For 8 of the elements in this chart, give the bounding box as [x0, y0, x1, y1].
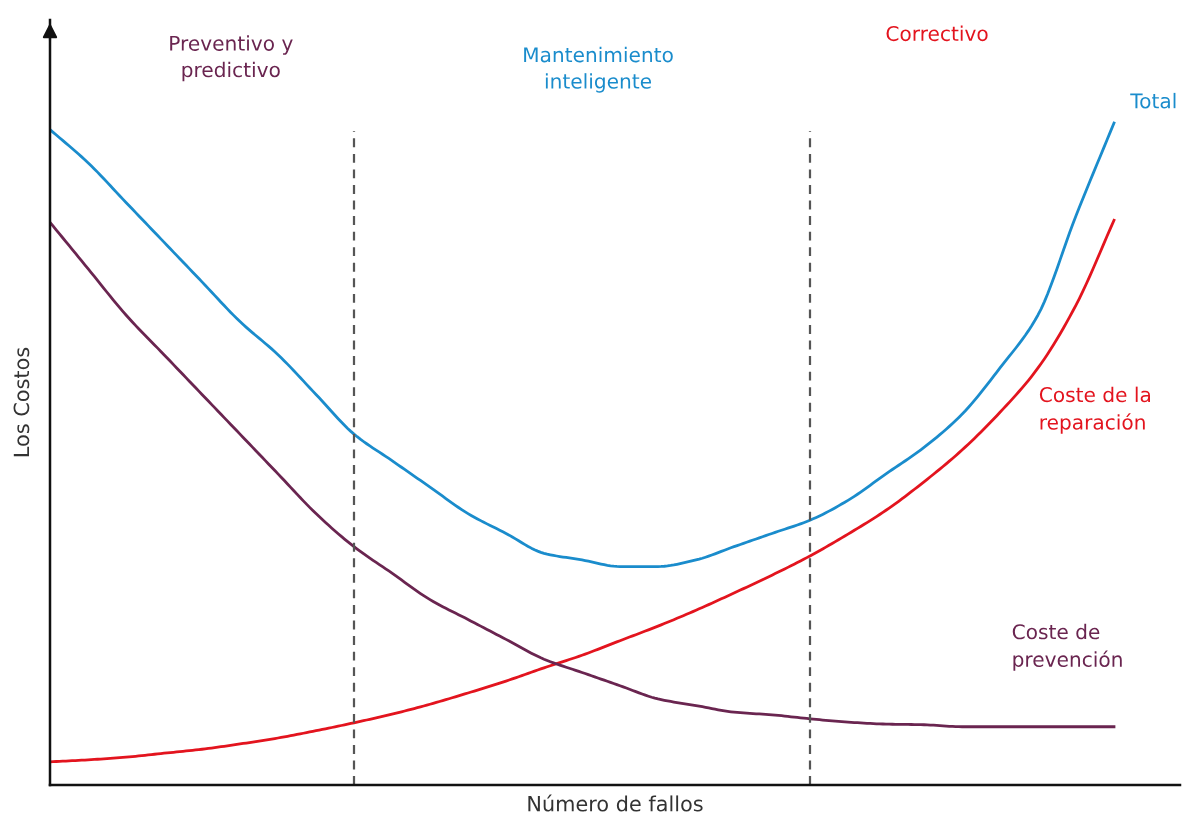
text: Mantenimiento inteligente	[524, 46, 673, 93]
text: Preventivo y predictivo	[170, 35, 293, 82]
series-label: Total	[1130, 92, 1176, 109]
y-axis-title: Los Costos	[13, 347, 30, 457]
series-label: Coste de la reparación	[1039, 386, 1150, 434]
x-axis-title: Número de fallos	[528, 794, 703, 812]
text: Correctivo	[886, 25, 988, 42]
text: Coste de prevención	[1012, 623, 1122, 671]
